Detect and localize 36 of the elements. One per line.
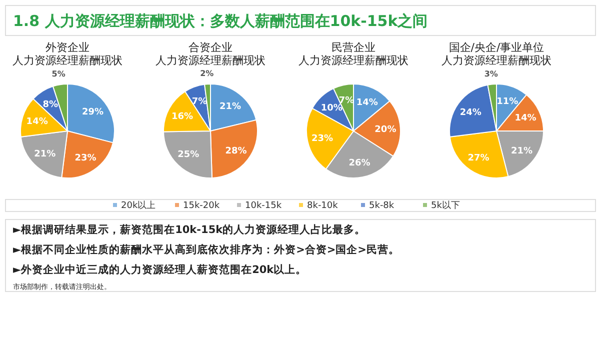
legend-label: 20k以上	[121, 200, 156, 211]
data-label: 21%	[220, 102, 242, 112]
data-label: 26%	[348, 158, 370, 168]
data-label: 5%	[52, 70, 66, 79]
data-label: 25%	[178, 150, 200, 160]
data-label: 28%	[225, 146, 247, 156]
data-label: 24%	[460, 108, 482, 118]
data-label: 23%	[311, 134, 334, 144]
legend-label: 15k-20k	[183, 201, 220, 211]
data-label: 8%	[42, 100, 58, 110]
text: ►外资企业中近三成的人力资源经理人薪资范围在20k以上。	[13, 263, 307, 276]
chart-title: 外资企业人力资源经理薪酬现状	[12, 41, 122, 67]
data-label: 2%	[200, 69, 214, 78]
data-label: 27%	[468, 153, 490, 164]
chart-title: 国企/央企/事业单位人力资源经理薪酬现状	[442, 41, 552, 67]
legend-label: 5k-8k	[369, 201, 395, 211]
data-label: 21%	[34, 150, 56, 160]
data-label: 10%	[320, 104, 342, 114]
data-label: 29%	[82, 107, 104, 118]
data-label: 21%	[511, 146, 533, 157]
data-label: 14%	[26, 117, 48, 128]
text: 1.8 人力资源经理薪酬现状：多数人薪酬范围在10k-15k之间	[13, 12, 428, 30]
legend-label: 5k以下	[431, 200, 460, 211]
legend-label: 8k-10k	[307, 201, 339, 211]
chart-title: 合资企业人力资源经理薪酬现状	[156, 41, 266, 67]
data-label: 3%	[484, 69, 498, 78]
data-label: 16%	[172, 112, 194, 122]
data-label: 14%	[514, 113, 536, 124]
data-label: 11%	[496, 96, 518, 107]
data-label: 23%	[74, 153, 96, 164]
text: ►根据不同企业性质的薪酬水平从高到底依次排序为：外资>合资>国企>民营。	[13, 243, 400, 256]
data-label: 20%	[374, 124, 396, 135]
legend-label: 10k-15k	[245, 201, 282, 211]
text: ►根据调研结果显示，薪资范围在10k-15k的人力资源经理人占比最多。	[13, 223, 366, 236]
data-label: 14%	[356, 98, 378, 108]
chart-title: 民营企业人力资源经理薪酬现状	[298, 41, 408, 67]
